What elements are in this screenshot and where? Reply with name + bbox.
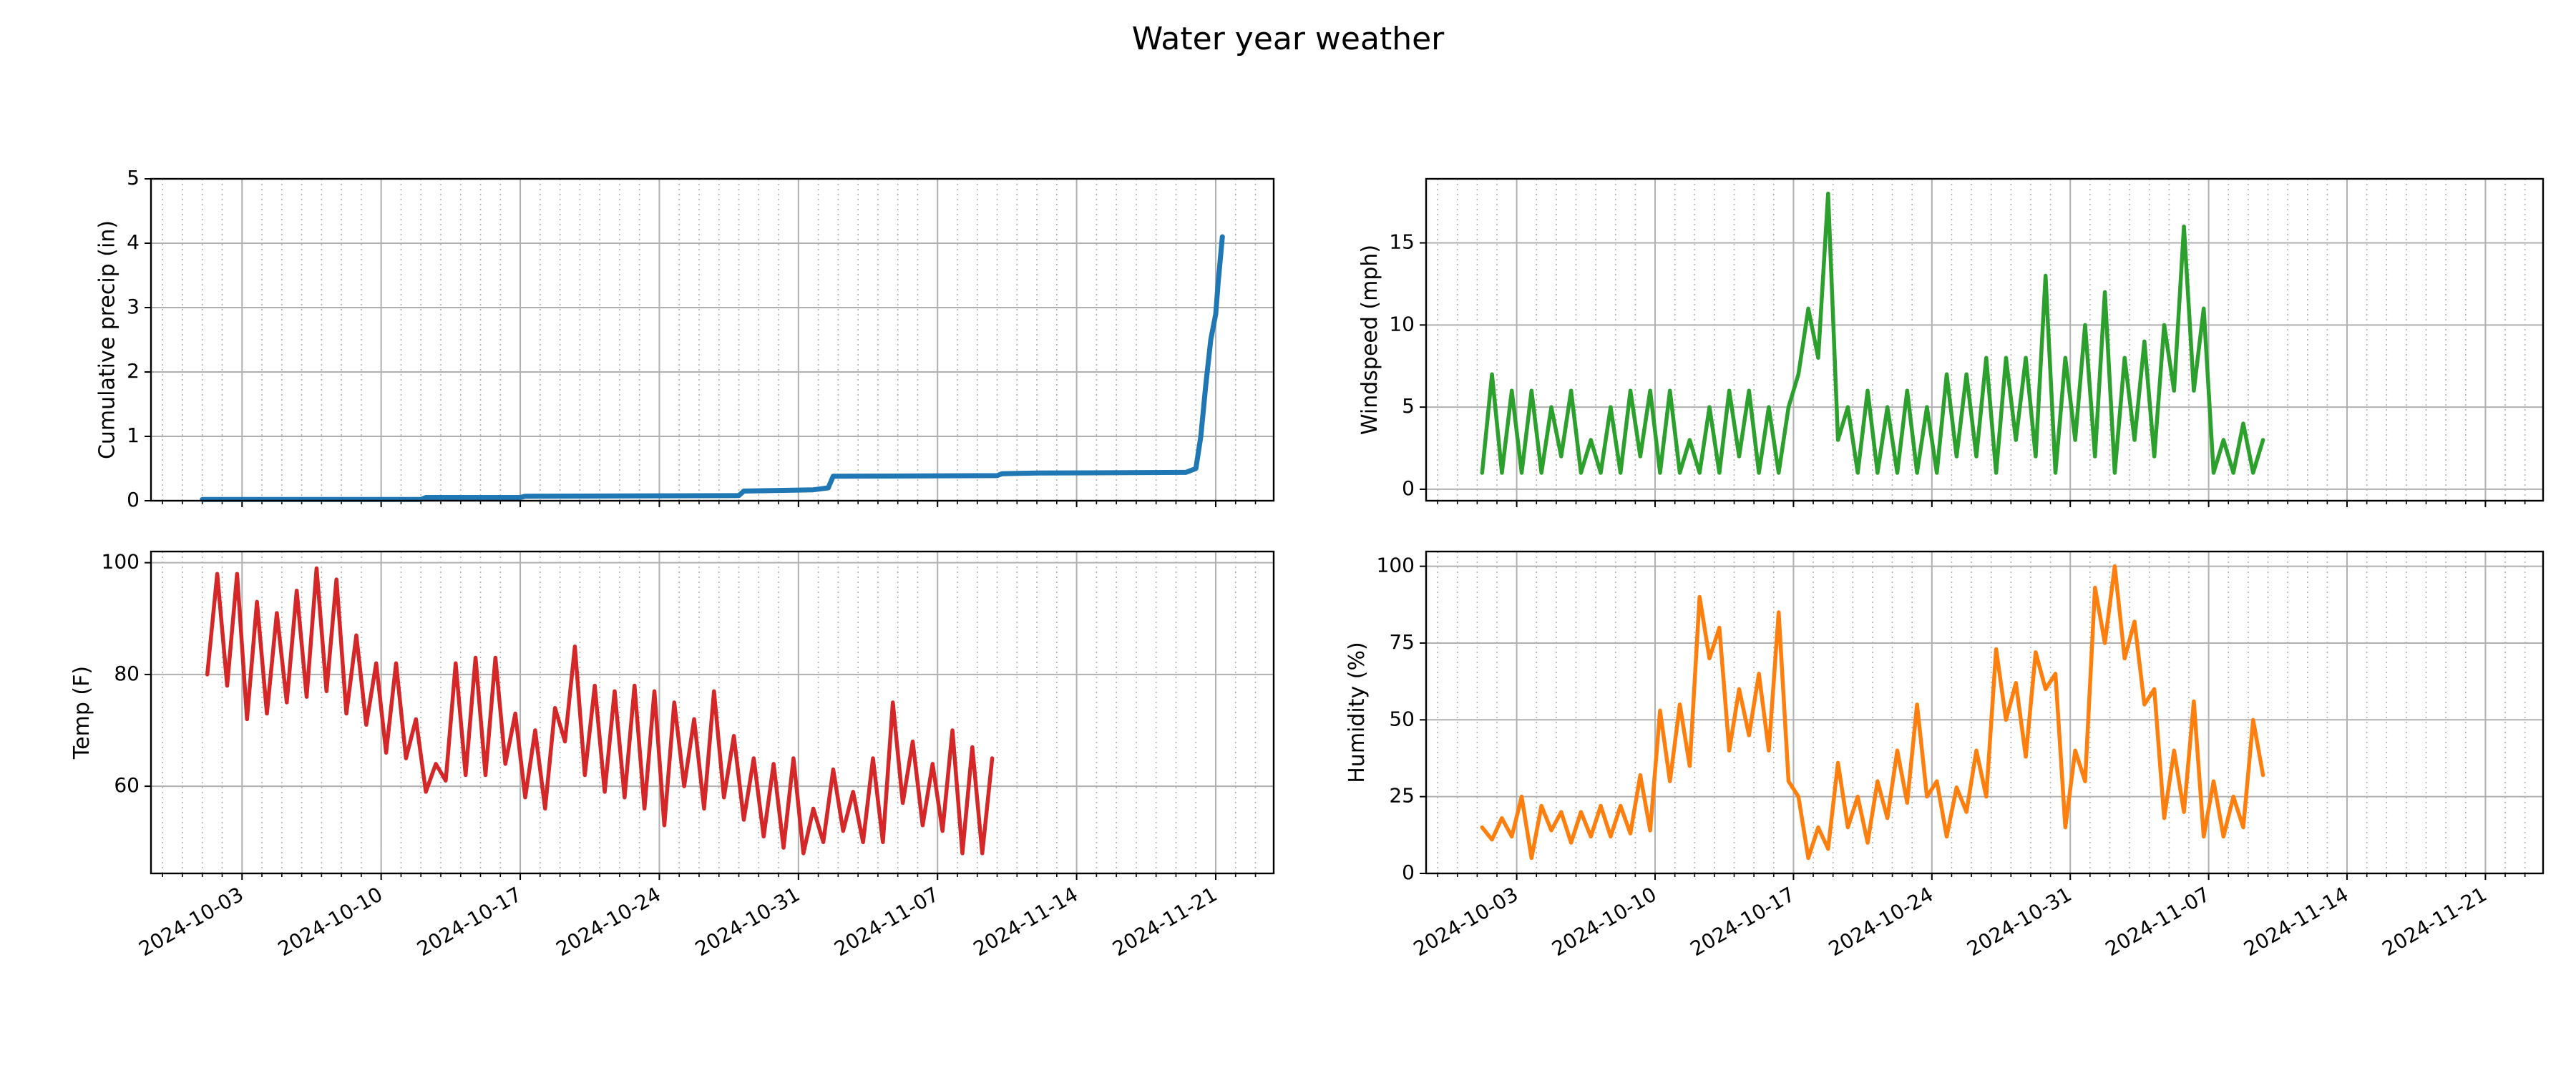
y-tick-label: 5 (127, 166, 140, 190)
data-line (205, 566, 995, 856)
y-tick-label: 1 (127, 423, 140, 447)
y-tick-label: 3 (127, 295, 140, 318)
subplot: 0 1 2 3 4 5 Cumulative precip (in) (95, 166, 1275, 511)
y-tick-label: 2 (127, 359, 140, 383)
axes-frame (1425, 177, 2545, 502)
y-axis-label: Windspeed (mph) (1357, 245, 1382, 435)
y-axis-label: Humidity (%) (1345, 642, 1370, 783)
y-tick-label: 5 (1402, 394, 1415, 418)
axes-frame (1425, 550, 2545, 875)
y-tick-label: 60 (114, 773, 140, 797)
axes-frame (150, 550, 1275, 875)
y-tick-label: 25 (1389, 784, 1415, 808)
y-tick-label: 15 (1389, 230, 1415, 254)
y-tick-label: 80 (114, 662, 140, 685)
y-tick-label: 0 (127, 488, 140, 511)
y-axis-label: Cumulative precip (in) (95, 220, 120, 459)
y-axis-label: Temp (F) (69, 666, 94, 760)
data-line (200, 234, 1225, 502)
y-tick-label: 10 (1389, 312, 1415, 335)
y-tick-label: 100 (102, 550, 140, 574)
y-tick-label: 0 (1402, 861, 1415, 884)
figure-title: Water year weather (1132, 21, 1445, 57)
subplot: 0 5 10 15 Windspeed (mph) (1357, 177, 2545, 507)
y-tick-label: 50 (1389, 707, 1415, 730)
y-tick-label: 100 (1377, 554, 1415, 577)
y-tick-label: 0 (1402, 476, 1415, 500)
data-line (1480, 191, 2265, 475)
y-tick-label: 75 (1389, 630, 1415, 654)
axes-frame (150, 177, 1275, 502)
data-line (1480, 564, 2265, 861)
y-tick-label: 4 (127, 230, 140, 254)
